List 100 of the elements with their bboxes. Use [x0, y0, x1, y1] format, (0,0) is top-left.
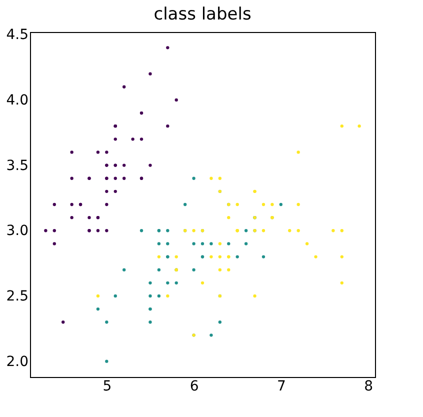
point	[332, 229, 335, 232]
y-tick-label: 3.0	[6, 223, 28, 240]
point	[200, 242, 204, 246]
point	[166, 294, 170, 298]
y-tick-label: 4.5	[6, 27, 28, 44]
point	[288, 229, 292, 232]
point	[105, 360, 108, 363]
point	[105, 320, 108, 324]
point	[114, 294, 117, 298]
point	[105, 229, 108, 232]
point	[122, 268, 126, 272]
point	[157, 268, 161, 272]
point	[96, 294, 100, 298]
point	[279, 202, 282, 206]
x-tick-label: 8	[364, 378, 373, 394]
point	[296, 202, 300, 206]
point	[52, 202, 56, 206]
point	[148, 320, 152, 324]
point	[166, 229, 170, 232]
point	[70, 150, 74, 154]
point	[44, 229, 48, 232]
point	[210, 255, 213, 258]
point	[105, 190, 108, 194]
chart-title: class labels	[154, 4, 252, 25]
point	[218, 176, 222, 180]
point	[262, 202, 266, 206]
point	[218, 268, 222, 272]
point	[148, 72, 152, 76]
x-tick-label: 6	[190, 378, 199, 394]
x-tick-label: 5	[102, 378, 112, 394]
point	[166, 124, 170, 128]
y-tick-label: 3.5	[6, 158, 28, 174]
point	[340, 255, 344, 258]
point	[157, 242, 161, 246]
point	[105, 150, 108, 154]
point	[314, 255, 318, 258]
point	[148, 294, 152, 298]
point	[253, 294, 256, 298]
point	[262, 229, 266, 232]
point	[174, 281, 178, 284]
point	[70, 202, 74, 206]
point	[340, 229, 344, 232]
point	[70, 216, 74, 220]
point	[227, 268, 230, 272]
point	[157, 294, 161, 298]
point	[218, 242, 222, 246]
point	[218, 320, 222, 324]
point	[122, 176, 126, 180]
point	[218, 255, 222, 258]
point	[174, 98, 178, 102]
point	[140, 229, 144, 232]
point	[62, 320, 65, 324]
point	[183, 202, 187, 206]
point	[192, 229, 196, 232]
point	[166, 281, 170, 284]
point	[114, 138, 117, 141]
point	[131, 138, 134, 141]
x-tick-label: 7	[276, 378, 286, 394]
point	[244, 229, 248, 232]
point	[192, 242, 196, 246]
point	[340, 281, 344, 284]
point	[200, 281, 204, 284]
point	[105, 202, 108, 206]
y-tick-label: 4.0	[6, 92, 28, 108]
point	[296, 150, 300, 154]
point	[210, 176, 213, 180]
point	[305, 242, 309, 246]
point	[296, 229, 300, 232]
point	[210, 334, 213, 337]
point	[122, 164, 126, 167]
point	[227, 216, 230, 220]
point	[114, 176, 117, 180]
point	[52, 229, 56, 232]
point	[340, 124, 344, 128]
point	[148, 281, 152, 284]
point	[157, 255, 161, 258]
point	[96, 229, 100, 232]
point	[166, 46, 170, 50]
point	[122, 85, 126, 88]
y-tick-label: 2.5	[6, 288, 28, 304]
point	[140, 138, 144, 141]
point	[210, 242, 213, 246]
point	[114, 190, 117, 194]
point	[227, 242, 230, 246]
point	[88, 216, 91, 220]
point	[52, 242, 56, 246]
point	[148, 164, 152, 167]
point	[244, 242, 248, 246]
point	[358, 124, 361, 128]
point	[192, 176, 196, 180]
point	[166, 242, 170, 246]
point	[262, 255, 266, 258]
y-tick-label: 2.0	[6, 354, 28, 370]
point	[236, 202, 239, 206]
point	[96, 307, 100, 311]
point	[270, 202, 274, 206]
point	[192, 268, 196, 272]
point	[70, 176, 74, 180]
point	[236, 255, 239, 258]
point	[174, 255, 178, 258]
